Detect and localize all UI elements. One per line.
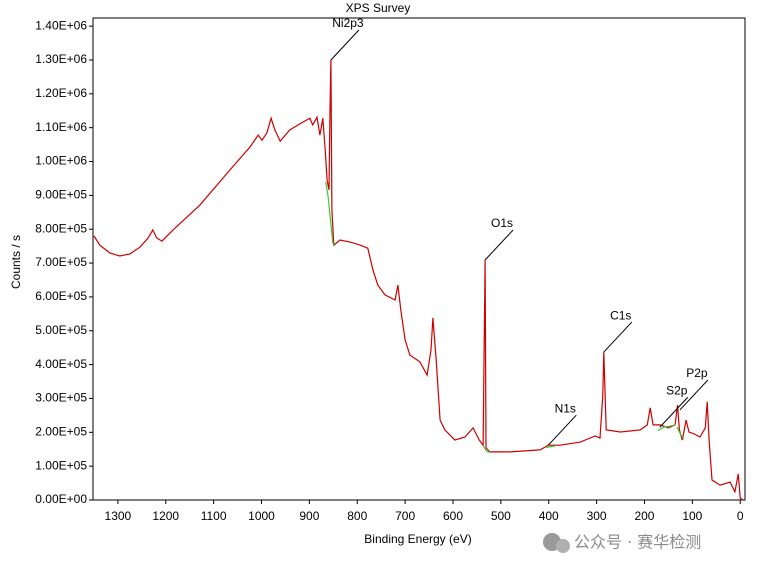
annotation-leader [484, 229, 514, 261]
x-tick-label: 900 [299, 509, 319, 523]
y-tick-label: 0.00E+00 [35, 492, 87, 506]
background-line [325, 181, 335, 247]
y-tick-label: 1.10E+06 [35, 120, 87, 134]
annotation-label: N1s [555, 401, 576, 415]
spectrum-line [93, 59, 744, 501]
annotation-label: Ni2p3 [332, 16, 364, 30]
plot-frame [92, 17, 746, 501]
annotation-label: S2p [666, 383, 688, 397]
x-axis-label: Binding Energy (eV) [364, 532, 471, 546]
x-tick-label: 200 [634, 509, 654, 523]
x-tick-label: 1200 [152, 509, 179, 523]
x-tick-label: 1000 [248, 509, 275, 523]
y-tick-label: 2.00E+05 [35, 424, 87, 438]
background-line [482, 445, 491, 454]
background-line [657, 424, 676, 432]
annotation-leader [679, 379, 709, 411]
x-tick-label: 1300 [105, 509, 132, 523]
y-tick-label: 3.00E+05 [35, 391, 87, 405]
x-tick-label: 300 [587, 509, 607, 523]
x-tick-label: 0 [737, 509, 744, 523]
x-tick-label: 400 [539, 509, 559, 523]
y-tick-label: 1.30E+06 [35, 52, 87, 66]
watermark: 公众号 · 赛华检测 [574, 533, 701, 552]
annotation-leader [330, 29, 360, 61]
x-tick-label: 500 [491, 509, 511, 523]
y-tick-label: 4.00E+05 [35, 357, 87, 371]
x-tick-label: 1100 [201, 509, 227, 523]
y-tick-label: 1.00E+05 [35, 458, 87, 472]
x-tick-label: 800 [347, 509, 367, 523]
annotation-leader [547, 414, 577, 446]
annotation-label: C1s [610, 308, 631, 322]
background-line [676, 426, 685, 440]
y-tick-label: 7.00E+05 [35, 255, 87, 269]
y-tick-label: 9.00E+05 [35, 188, 87, 202]
y-tick-label: 1.00E+06 [35, 154, 87, 168]
y-axis-label: Counts / s [9, 235, 23, 289]
annotation-leader [603, 321, 633, 353]
annotation-leader [659, 396, 689, 428]
y-tick-label: 1.20E+06 [35, 86, 87, 100]
y-tick-label: 1.40E+06 [35, 18, 87, 32]
watermark-icon [543, 533, 570, 553]
x-tick-label: 100 [682, 509, 702, 523]
background-line [546, 445, 556, 449]
annotation-label: P2p [686, 366, 708, 380]
x-tick-label: 600 [443, 509, 463, 523]
chart-title: XPS Survey [346, 1, 411, 15]
annotation-label: O1s [491, 216, 513, 230]
y-tick-label: 6.00E+05 [35, 289, 87, 303]
y-tick-label: 8.00E+05 [35, 221, 87, 235]
y-tick-label: 5.00E+05 [35, 323, 87, 337]
x-tick-label: 700 [395, 509, 415, 523]
